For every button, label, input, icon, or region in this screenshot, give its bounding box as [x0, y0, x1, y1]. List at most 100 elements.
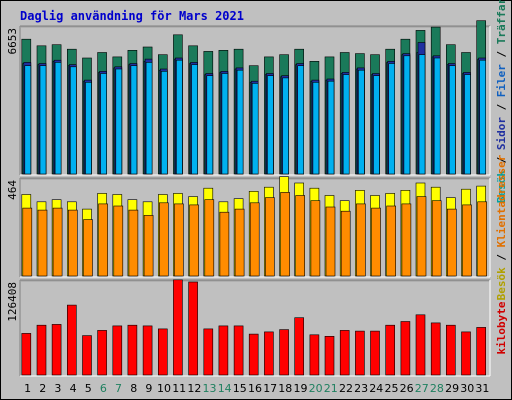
bar-middle-s1-d19 — [295, 195, 306, 277]
bar-bottom-s0-d19 — [294, 317, 305, 376]
x-tick-24: 24 — [369, 382, 383, 395]
bar-middle-s1-d5 — [83, 219, 93, 277]
bar-middle-s1-d7 — [113, 205, 124, 277]
series-bottom-0 — [21, 279, 487, 376]
bar-middle-s1-d3 — [52, 207, 63, 277]
bar-bottom-s0-d2 — [36, 324, 47, 376]
bar-top-s3-d15 — [236, 69, 244, 175]
bar-middle-s1-d11 — [174, 203, 184, 277]
bar-middle-s1-d10 — [159, 202, 169, 277]
bar-top-s3-d13 — [206, 75, 214, 175]
bar-middle-s1-d26 — [401, 203, 412, 277]
bar-bottom-s0-d9 — [142, 325, 153, 376]
legend-top-item-3: / — [495, 97, 508, 117]
bar-middle-s1-d23 — [356, 203, 366, 277]
bar-top-s3-d2 — [39, 65, 47, 175]
legend-middle-item-0: Besök — [495, 267, 508, 300]
legend-top-item-6: Träffar — [495, 0, 508, 44]
bar-bottom-s0-d16 — [248, 333, 259, 376]
series-middle-1 — [22, 192, 488, 277]
bar-bottom-s0-d30 — [461, 331, 471, 376]
bar-middle-s1-d6 — [98, 203, 108, 277]
x-axis: 1 2 3 4 5 6 7 8 9 10 11 12 13 14 15 16 17 18 19 20 21 22 23 24 2… — [24, 382, 489, 395]
bar-middle-s1-d13 — [204, 199, 215, 277]
bar-top-s3-d14 — [221, 73, 229, 175]
x-tick-18: 18 — [278, 382, 292, 395]
bar-top-s3-d31 — [479, 59, 487, 175]
x-tick-14: 14 — [218, 382, 232, 395]
x-tick-30: 30 — [460, 382, 474, 395]
x-tick-3: 3 — [54, 382, 61, 395]
x-tick-22: 22 — [339, 382, 353, 395]
bar-bottom-s0-d31 — [476, 327, 487, 376]
x-tick-20: 20 — [309, 382, 323, 395]
x-tick-1: 1 — [24, 382, 31, 395]
bar-bottom-s0-d14 — [218, 325, 229, 376]
panel-bottom-ymax-label: 126408 — [6, 282, 19, 322]
legend-top-item-4: Filer — [495, 64, 508, 97]
bar-middle-s1-d18 — [280, 192, 290, 277]
bar-middle-s1-d31 — [477, 201, 488, 277]
panel-top-ymax-label: 6653 — [6, 28, 19, 55]
bar-bottom-s0-d25 — [385, 324, 396, 376]
x-tick-12: 12 — [187, 382, 201, 395]
bar-bottom-s0-d11 — [173, 279, 183, 376]
bar-bottom-s0-d17 — [264, 331, 274, 376]
bar-middle-s1-d29 — [446, 208, 457, 277]
x-tick-8: 8 — [130, 382, 137, 395]
bar-top-s3-d22 — [342, 74, 350, 175]
bar-bottom-s0-d21 — [324, 335, 335, 376]
bar-middle-s1-d12 — [189, 204, 199, 277]
bar-top-s3-d28 — [433, 57, 441, 175]
bar-middle-s1-d28 — [431, 200, 442, 277]
panel-middle-legend: Besök / Klientadresser — [495, 154, 508, 300]
x-tick-23: 23 — [354, 382, 368, 395]
bar-top-s3-d19 — [297, 65, 305, 175]
panel-middle-ymax-label: 464 — [6, 180, 19, 200]
x-tick-21: 21 — [324, 382, 338, 395]
bar-top-s3-d12 — [191, 64, 198, 175]
x-tick-9: 9 — [145, 382, 152, 395]
x-tick-4: 4 — [70, 382, 77, 395]
bar-bottom-s0-d3 — [51, 324, 62, 376]
bar-top-s3-d9 — [145, 62, 153, 175]
bar-top-s3-d25 — [388, 63, 396, 175]
panel-bottom-legend: kilobyte — [495, 301, 508, 354]
bar-bottom-s0-d20 — [309, 334, 320, 376]
x-tick-29: 29 — [445, 382, 459, 395]
bar-middle-s1-d9 — [143, 215, 154, 277]
bar-top-s3-d4 — [70, 66, 77, 175]
bar-top-s3-d17 — [267, 75, 274, 175]
legend-top-item-0: Besök — [495, 170, 508, 203]
bar-top-s3-d6 — [100, 73, 107, 175]
bar-middle-s1-d2 — [37, 209, 48, 277]
panel-middle: 464 Besök / Klientadresser — [6, 154, 508, 300]
bar-top-s3-d16 — [251, 83, 259, 175]
bar-middle-s1-d14 — [219, 211, 230, 277]
bar-top-s3-d30 — [464, 74, 471, 175]
bar-bottom-s0-d23 — [355, 330, 365, 376]
bar-bottom-s0-d29 — [445, 324, 456, 376]
bar-bottom-s0-d10 — [158, 328, 168, 376]
bar-top-s3-d1 — [24, 65, 32, 175]
x-tick-10: 10 — [157, 382, 171, 395]
bar-middle-s1-d4 — [68, 209, 78, 277]
bar-middle-s1-d8 — [128, 209, 139, 277]
bar-middle-s1-d22 — [340, 210, 351, 277]
bar-bottom-s0-d4 — [67, 304, 77, 376]
legend-top-item-1: / — [495, 150, 508, 170]
bar-top-s3-d10 — [161, 71, 168, 175]
bar-top-s3-d20 — [312, 82, 320, 175]
x-tick-2: 2 — [39, 382, 46, 395]
bar-middle-s1-d1 — [22, 207, 33, 277]
bar-bottom-s0-d8 — [127, 324, 138, 376]
x-tick-5: 5 — [85, 382, 92, 395]
bar-bottom-s0-d13 — [203, 328, 214, 376]
bar-middle-s1-d30 — [462, 204, 472, 277]
x-tick-17: 17 — [263, 382, 277, 395]
panel-top-legend: Besök / Sidor / Filer / Träffar — [495, 0, 508, 203]
x-tick-27: 27 — [415, 382, 429, 395]
panel-bottom: 126408 kilobyte — [6, 279, 508, 377]
bar-top-s3-d23 — [358, 69, 365, 175]
